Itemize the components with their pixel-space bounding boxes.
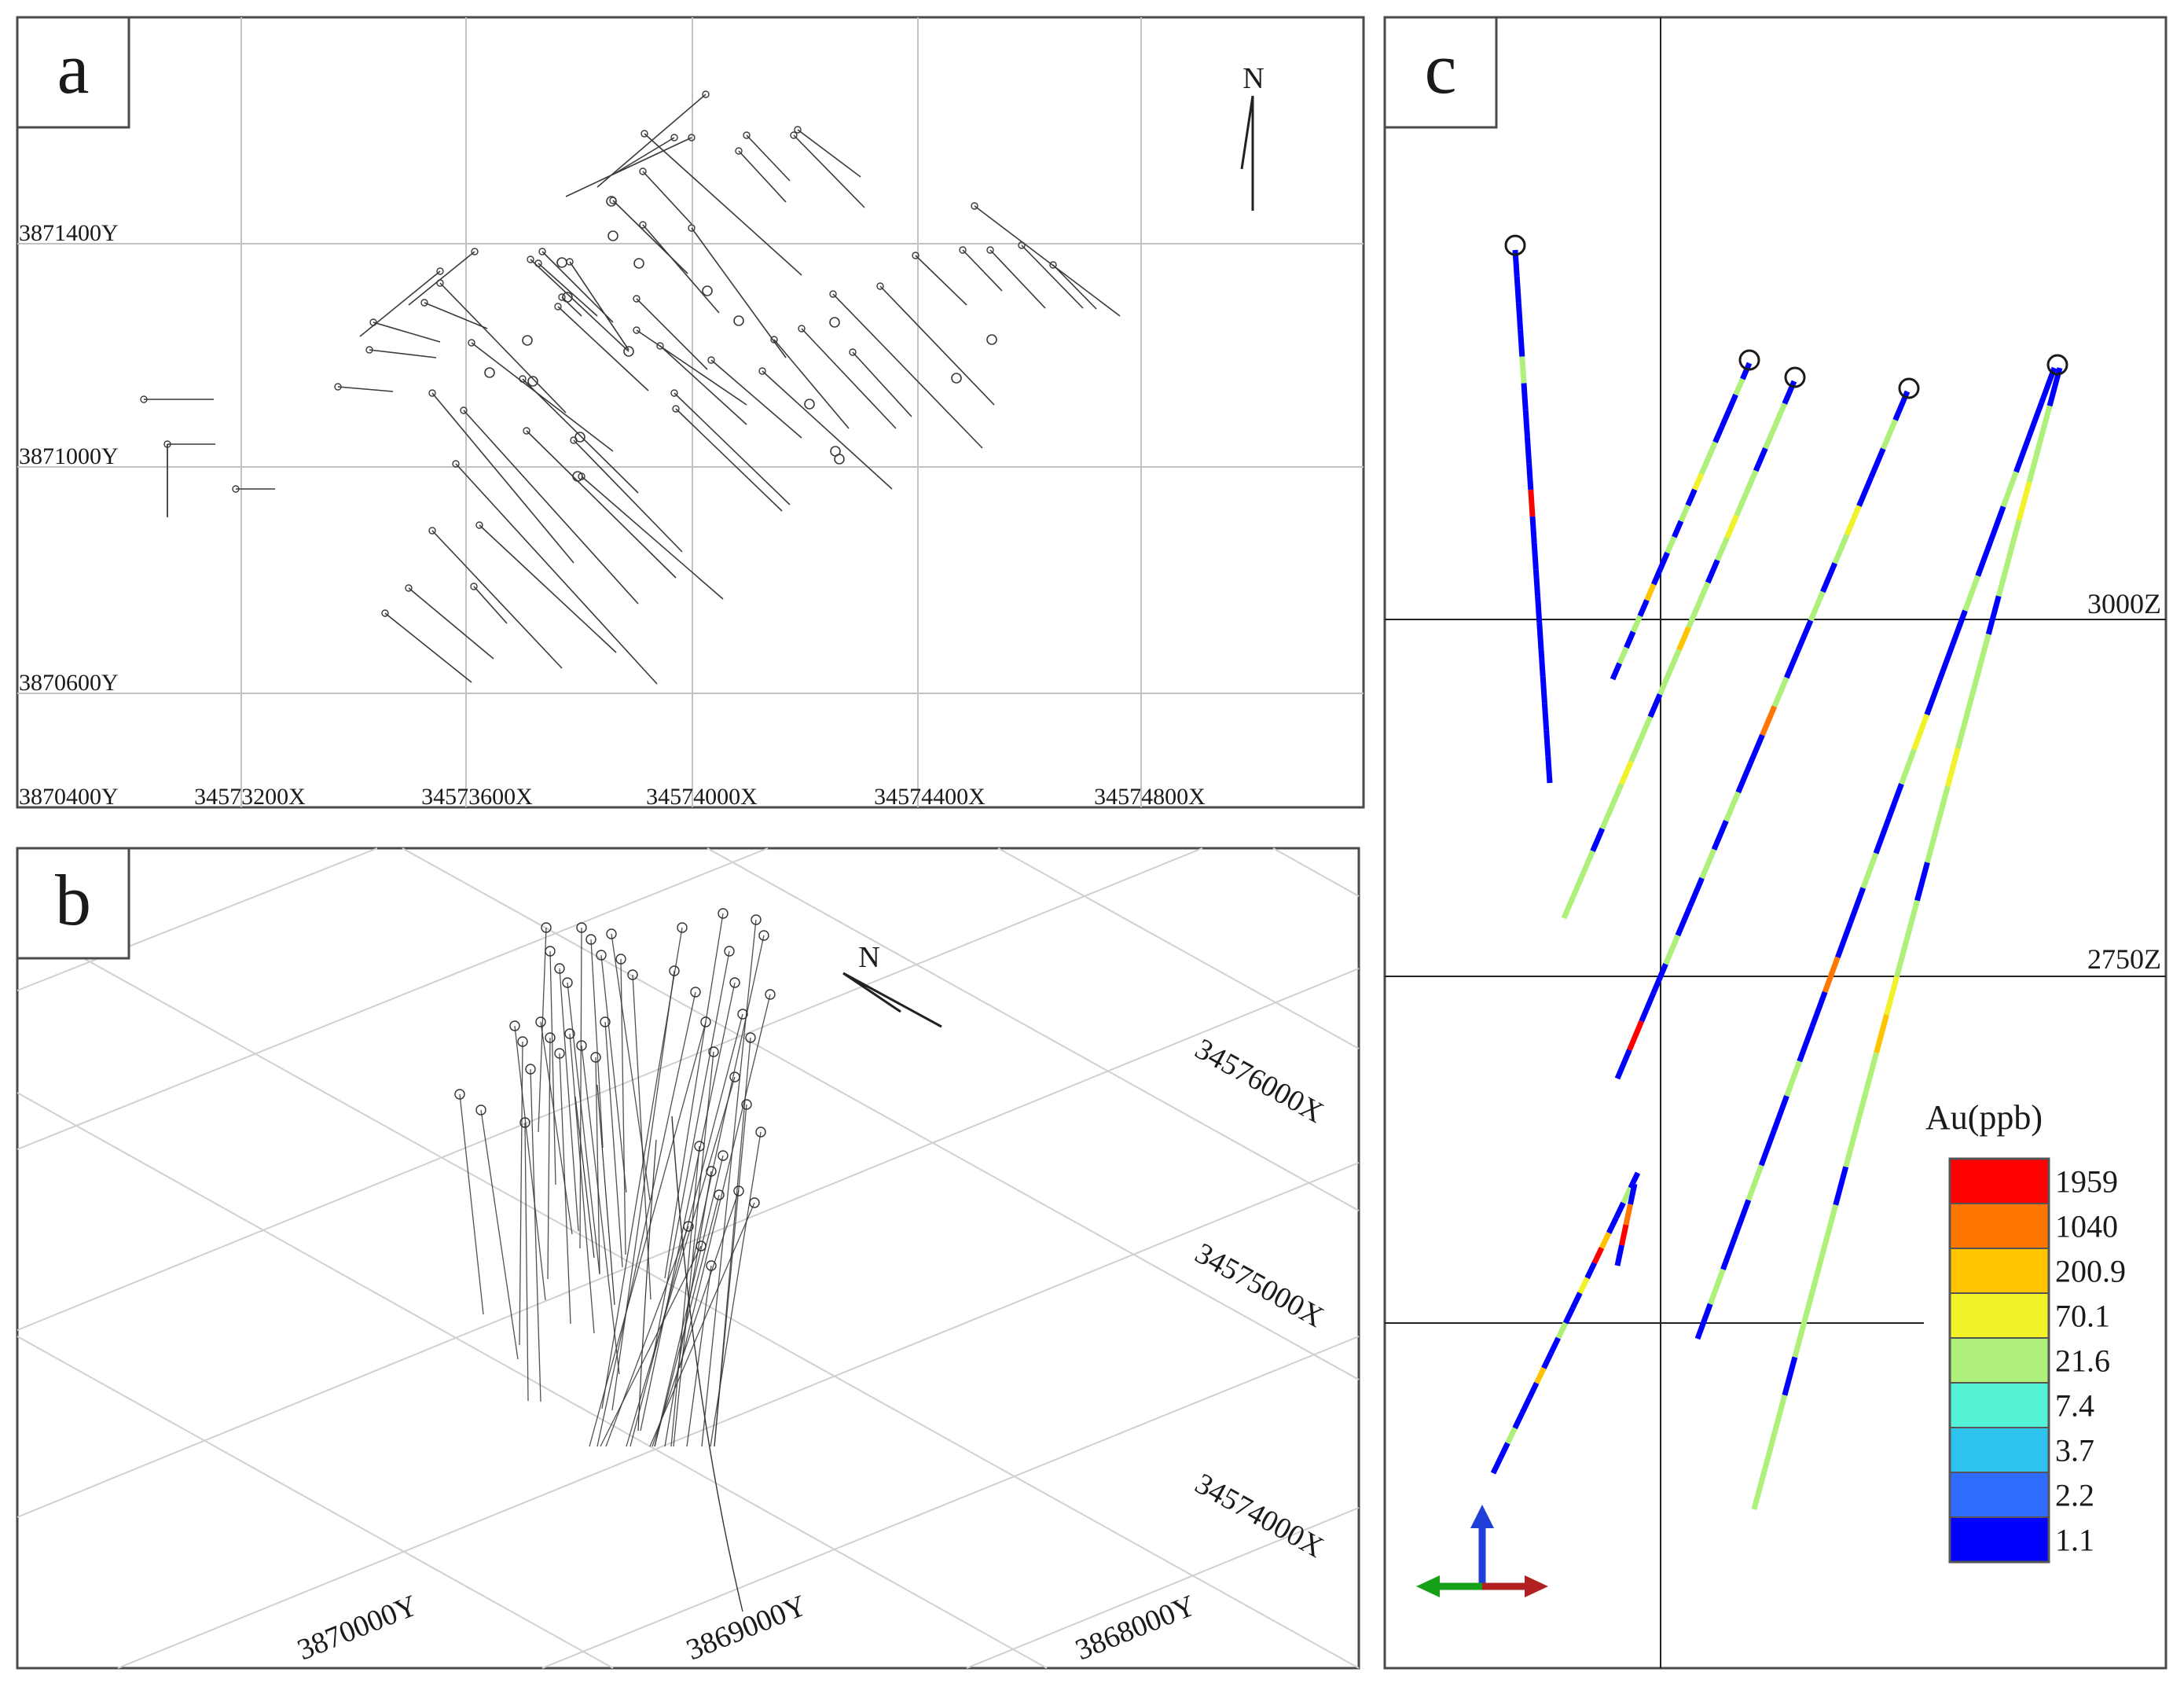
legend-label: 1040 (2055, 1209, 2118, 1244)
panel-a-ylabel-3: 3870600Y (19, 670, 119, 696)
panel-b-drillhole-traces (454, 908, 776, 1612)
panel-a-xlabel-4: 34574400X (874, 784, 986, 810)
panel-c-assay-drillholes (1490, 234, 2068, 1510)
legend-title: Au(ppb) (1925, 1098, 2043, 1137)
panel-a-letter: a (57, 28, 90, 108)
panel-c-letter: c (1425, 28, 1457, 108)
panel-b-north-label: N (858, 941, 879, 974)
legend-label: 1.1 (2055, 1523, 2094, 1558)
north-arrow-icon (842, 972, 942, 1028)
panel-a-xlabel-3: 34574000X (646, 784, 758, 810)
legend-swatch (1949, 1472, 2050, 1518)
legend-label: 1959 (2055, 1164, 2118, 1200)
panel-c-letter-box (1383, 16, 1498, 129)
axis-triad-icon (1416, 1505, 1548, 1597)
panel-c-grid (1385, 17, 2166, 1668)
panel-a-xlabel-5: 34574800X (1094, 784, 1206, 810)
panel-a-letter-box (16, 16, 130, 129)
panel-b-letter: b (55, 860, 91, 940)
panel-a-ylabel-1: 3871400Y (19, 220, 119, 246)
panel-a-north-arrow: N (1240, 62, 1265, 211)
legend-label: 21.6 (2055, 1343, 2110, 1379)
panel-b-north-arrow: N (842, 941, 942, 1028)
panel-a-frame (16, 16, 1365, 809)
legend-swatch (1949, 1203, 2050, 1249)
legend-swatch (1949, 1516, 2050, 1563)
legend-swatch (1949, 1337, 2050, 1384)
panel-a-grid (17, 17, 1364, 807)
north-arrow-icon (1240, 95, 1254, 211)
panel-a-north-label: N (1242, 62, 1264, 95)
panel-b-letter-box (16, 847, 130, 960)
legend-swatch (1949, 1382, 2050, 1428)
legend-label: 3.7 (2055, 1433, 2094, 1468)
panel-a-drillhole-traces (140, 90, 1121, 685)
panel-c: 3000Z 2750Z c Au(ppb) 1959 1040 200.9 70.1 2… (1383, 16, 2167, 1670)
legend-swatch (1949, 1158, 2050, 1204)
legend-swatch (1949, 1248, 2050, 1294)
panel-c-zlabel-1: 3000Z (2087, 588, 2161, 619)
panel-a-xlabel-1: 34573200X (194, 784, 306, 810)
panel-b-frame (16, 847, 1360, 1670)
panel-a-ylabel-2: 3871000Y (19, 443, 119, 469)
au-legend: Au(ppb) 1959 1040 200.9 70.1 21.6 7.4 3.7 2.2 1.… (1925, 1098, 2126, 1564)
panel-b: b N 34576000X 34575000X 34574000X 387000… (16, 847, 1360, 1670)
legend-swatch (1949, 1427, 2050, 1473)
legend-label: 7.4 (2055, 1388, 2094, 1424)
legend-label: 70.1 (2055, 1299, 2110, 1334)
panel-a-ylabel-4: 3870400Y (19, 784, 119, 810)
panel-a-xlabel-2: 34573600X (421, 784, 533, 810)
panel-c-zlabel-2: 2750Z (2087, 943, 2161, 975)
panel-a: a N 3871400Y 3871000Y 3870600Y 3870400Y … (16, 16, 1365, 810)
legend-label: 2.2 (2055, 1478, 2094, 1513)
panel-b-grid (17, 847, 1360, 1669)
legend-swatch (1949, 1292, 2050, 1339)
legend-label: 200.9 (2055, 1254, 2126, 1289)
